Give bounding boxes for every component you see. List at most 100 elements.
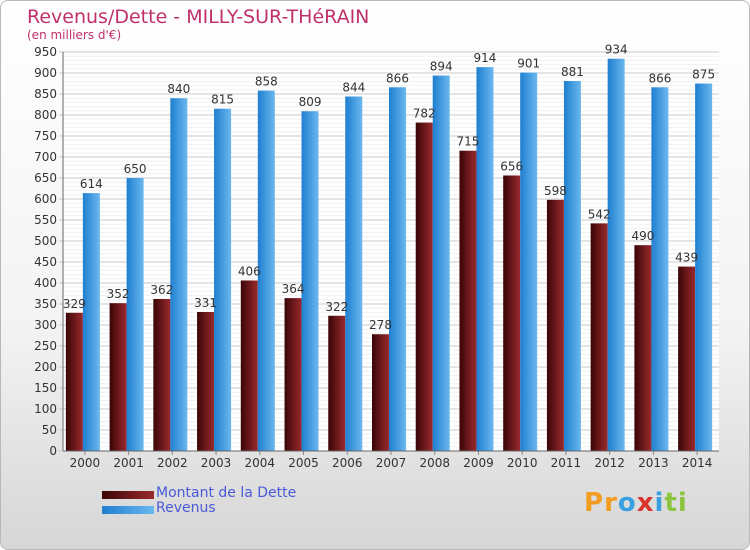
legend-label-revenus: Revenus (156, 500, 216, 516)
data-label-dette: 278 (369, 318, 392, 332)
y-tick-label: 150 (34, 381, 57, 395)
bar-dette (634, 245, 652, 451)
y-tick-label: 100 (34, 402, 57, 416)
x-tick-label: 2005 (288, 456, 319, 470)
data-label-dette: 322 (325, 300, 348, 314)
logo-letter: o (617, 488, 637, 518)
data-label-revenus: 840 (167, 82, 190, 96)
x-tick-label: 2011 (551, 456, 582, 470)
bar-revenus (345, 96, 363, 452)
legend-label-dette: Montant de la Dette (156, 485, 297, 501)
x-tick-label: 2010 (507, 456, 538, 470)
data-label-revenus: 614 (80, 177, 103, 191)
data-label-revenus: 858 (255, 75, 278, 89)
bar-revenus (389, 87, 406, 451)
bar-revenus (607, 58, 625, 451)
logo-letter: r (604, 488, 618, 518)
y-tick-label: 650 (34, 171, 57, 185)
bar-dette (503, 175, 521, 452)
bar-dette (678, 266, 696, 451)
data-label-dette: 542 (588, 207, 611, 221)
bar-revenus (170, 98, 188, 451)
y-tick-label: 700 (34, 150, 57, 164)
data-label-revenus: 809 (299, 95, 322, 109)
data-label-dette: 406 (238, 264, 261, 278)
bar-revenus (82, 193, 100, 451)
data-label-revenus: 901 (517, 57, 540, 71)
data-label-dette: 331 (194, 296, 217, 310)
y-tick-label: 600 (34, 192, 57, 206)
data-label-dette: 329 (63, 297, 86, 311)
data-label-dette: 490 (631, 229, 654, 243)
bar-revenus (214, 108, 232, 451)
bar-revenus (695, 83, 713, 451)
data-label-dette: 364 (282, 282, 305, 296)
bar-dette (590, 223, 608, 451)
chart-title: Revenus/Dette - MILLY-SUR-THéRAIN (27, 6, 370, 28)
data-label-dette: 782 (413, 107, 436, 121)
logo-letter: i (677, 488, 688, 518)
y-tick-label: 750 (34, 129, 57, 143)
y-tick-label: 850 (34, 87, 57, 101)
bar-dette (328, 315, 346, 451)
data-label-dette: 715 (457, 135, 480, 149)
bar-dette (284, 298, 302, 451)
x-tick-label: 2002 (157, 456, 188, 470)
data-label-revenus: 881 (561, 65, 584, 79)
bar-dette (546, 199, 564, 451)
y-tick-label: 250 (34, 339, 57, 353)
y-tick-label: 900 (34, 66, 57, 80)
data-label-dette: 598 (544, 184, 567, 198)
x-tick-label: 2000 (70, 456, 101, 470)
x-tick-label: 2003 (201, 456, 232, 470)
bar-revenus (520, 72, 538, 451)
y-tick-label: 350 (34, 297, 57, 311)
bar-dette (197, 311, 215, 451)
data-label-dette: 656 (500, 159, 523, 173)
x-tick-label: 2012 (594, 456, 625, 470)
x-tick-label: 2013 (638, 456, 669, 470)
bar-dette (109, 303, 127, 451)
logo-letter: t (664, 488, 678, 518)
legend-swatch-dette (102, 491, 154, 499)
bar-dette (65, 312, 83, 451)
chart-subtitle: (en milliers d'€) (27, 28, 122, 42)
x-tick-label: 2007 (376, 456, 407, 470)
bar-dette (415, 122, 433, 451)
proxiti-logo: Proxiti (584, 488, 688, 518)
bar-revenus (432, 75, 450, 452)
bar-revenus (563, 80, 581, 451)
x-tick-label: 2006 (332, 456, 363, 470)
logo-letter: i (654, 488, 665, 518)
bar-dette (372, 334, 389, 451)
x-tick-label: 2001 (113, 456, 144, 470)
y-tick-label: 450 (34, 255, 57, 269)
data-label-revenus: 934 (605, 43, 628, 57)
y-tick-label: 0 (49, 444, 57, 458)
legend-swatch-revenus (102, 506, 154, 514)
y-tick-label: 800 (34, 108, 57, 122)
y-tick-label: 550 (34, 213, 57, 227)
bar-revenus (257, 90, 275, 451)
data-label-dette: 352 (107, 287, 130, 301)
y-tick-label: 950 (34, 45, 57, 59)
y-tick-label: 50 (42, 423, 57, 437)
logo-letter: x (636, 488, 655, 518)
data-label-revenus: 914 (474, 51, 497, 65)
bar-revenus (651, 87, 669, 451)
data-label-revenus: 844 (342, 81, 365, 95)
bar-dette (459, 150, 477, 451)
y-tick-label: 300 (34, 318, 57, 332)
data-label-revenus: 894 (430, 60, 453, 74)
data-label-revenus: 866 (386, 71, 409, 85)
y-tick-label: 400 (34, 276, 57, 290)
x-tick-label: 2008 (419, 456, 450, 470)
data-label-revenus: 815 (211, 93, 234, 107)
bar-revenus (126, 178, 144, 451)
data-label-revenus: 866 (648, 71, 671, 85)
logo-letter: P (584, 488, 605, 518)
data-label-revenus: 650 (124, 162, 147, 176)
x-tick-label: 2004 (245, 456, 276, 470)
